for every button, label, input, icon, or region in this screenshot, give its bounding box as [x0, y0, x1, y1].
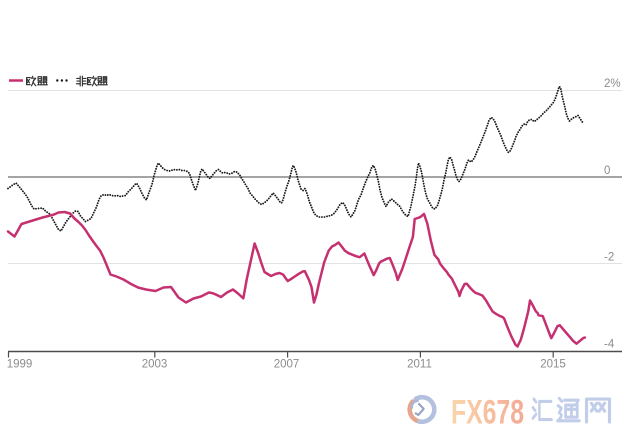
svg-text:0: 0	[604, 165, 610, 177]
svg-text:2007: 2007	[274, 359, 300, 371]
svg-text:FX678: FX678	[451, 394, 524, 432]
svg-text:1999: 1999	[7, 359, 33, 371]
svg-text:2011: 2011	[407, 359, 432, 371]
svg-text:2%: 2%	[604, 78, 621, 90]
svg-text:-2: -2	[604, 252, 614, 264]
svg-text:-4: -4	[604, 339, 615, 351]
svg-text:2003: 2003	[142, 359, 168, 371]
svg-text:2015: 2015	[540, 359, 566, 371]
